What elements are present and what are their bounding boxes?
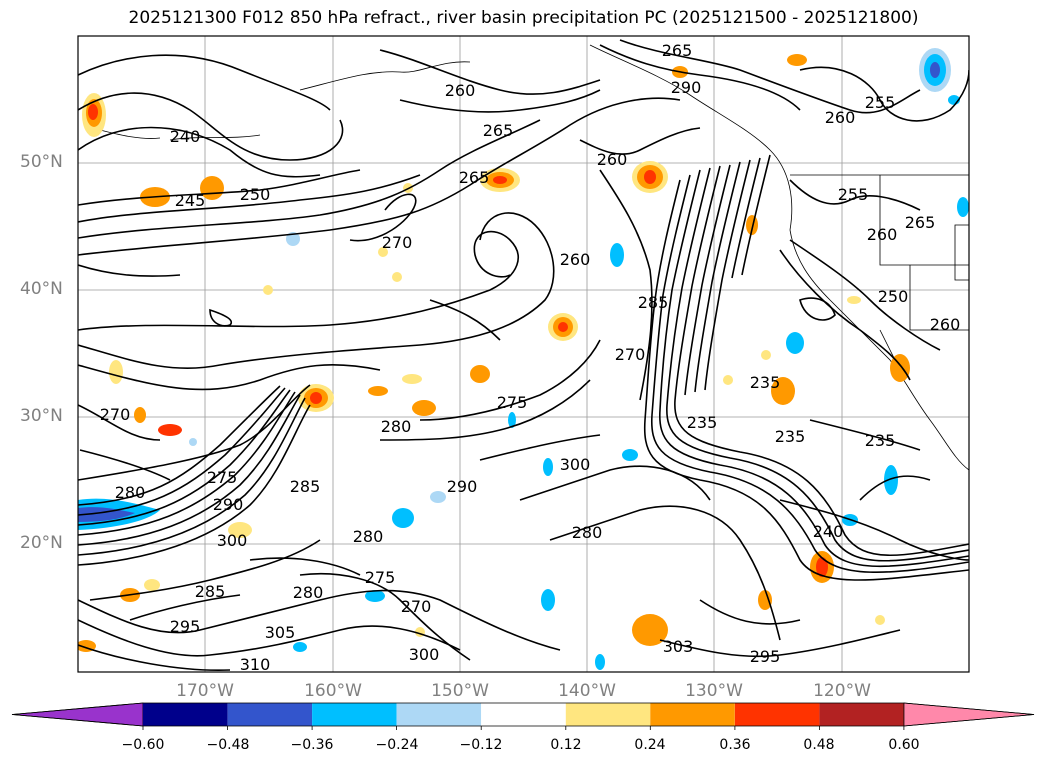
contour-label: 270 (382, 233, 413, 252)
contour-label: 280 (572, 523, 603, 542)
contour-label: 300 (409, 645, 440, 664)
contour-label: 260 (560, 250, 591, 269)
lat-label-40n: 40°N (20, 279, 63, 299)
contour-label: 270 (401, 597, 432, 616)
colorbar-bin (312, 703, 397, 726)
colorbar-extend-low (11, 702, 144, 727)
lat-label-30n: 30°N (20, 406, 63, 426)
colorbar-tick: −0.12 (459, 737, 503, 753)
lon-label-130w: 130°W (685, 681, 743, 701)
colorbar-tick: −0.36 (290, 737, 334, 753)
contour-label: 255 (838, 185, 869, 204)
contour-label: 245 (175, 191, 206, 210)
contour-label: 260 (867, 225, 898, 244)
contour-label: 295 (170, 617, 201, 636)
contour-label: 265 (905, 213, 936, 232)
graticule (78, 36, 969, 672)
contour-label: 280 (353, 527, 384, 546)
contour-label: 275 (365, 568, 396, 587)
colorbar-bin (227, 703, 313, 726)
contour-label: 310 (240, 655, 271, 674)
colorbar-bin (143, 703, 228, 726)
contour-label: 285 (638, 293, 669, 312)
colorbar-bin (650, 703, 735, 726)
colorbar-bin (819, 703, 904, 726)
contour-label: 250 (878, 287, 909, 306)
contour-label: 235 (750, 373, 781, 392)
lon-label-160w: 160°W (304, 681, 362, 701)
contour-label: 235 (775, 427, 806, 446)
contour-label: 285 (195, 582, 226, 601)
contour-label: 290 (671, 78, 702, 97)
colorbar-tick: −0.24 (375, 737, 419, 753)
contour-label: 300 (560, 455, 591, 474)
lat-label-20n: 20°N (20, 533, 63, 553)
colorbar-bin (734, 703, 820, 726)
colorbar-extend-high (903, 702, 1035, 727)
contour-label: 300 (217, 531, 248, 550)
contour-label: 280 (115, 483, 146, 502)
contour-label: 275 (207, 468, 238, 487)
colorbar-tick: 0.60 (888, 737, 920, 753)
contour-label: 240 (170, 127, 201, 146)
map-title: 2025121300 F012 850 hPa refract., river … (128, 8, 919, 28)
lon-label-150w: 150°W (431, 681, 489, 701)
contour-label: 260 (930, 315, 961, 334)
contour-label: 260 (445, 81, 476, 100)
lon-label-170w: 170°W (176, 681, 234, 701)
lat-label-50n: 50°N (20, 152, 63, 172)
colorbar-tick: −0.60 (121, 737, 165, 753)
colorbar-bin (396, 703, 482, 726)
contour-label: 255 (865, 93, 896, 112)
contour-label: 260 (597, 150, 628, 169)
contour-label: 250 (240, 185, 271, 204)
colorbar-tick: 0.24 (634, 737, 666, 753)
colorbar-tick: 0.36 (719, 737, 751, 753)
colorbar-bin (565, 703, 651, 726)
colorbar-tick: 0.12 (550, 737, 582, 753)
contour-label: 265 (662, 41, 693, 60)
colorbar-tick: 0.48 (803, 737, 835, 753)
contour-label: 305 (265, 623, 296, 642)
contour-label: 260 (825, 108, 856, 127)
contour-label: 265 (483, 121, 514, 140)
colorbar-bin (481, 703, 566, 726)
contour-label: 270 (615, 345, 646, 364)
contour-label: 240 (813, 522, 844, 541)
coastline (99, 44, 969, 471)
contour-label: 303 (663, 637, 694, 656)
colorbar-tick: −0.48 (206, 737, 250, 753)
contour-label: 235 (687, 413, 718, 432)
contour-label: 235 (865, 431, 896, 450)
contour-label: 290 (447, 477, 478, 496)
plot-border (77, 35, 970, 673)
colorbar (11, 702, 1035, 730)
contour-label: 280 (381, 417, 412, 436)
contour-label: 290 (213, 495, 244, 514)
contour-label: 295 (750, 647, 781, 666)
lon-label-140w: 140°W (558, 681, 616, 701)
contour-label: 265 (459, 168, 490, 187)
refractivity-contours (78, 39, 969, 672)
contour-label: 270 (100, 405, 131, 424)
contour-label: 285 (290, 477, 321, 496)
lon-label-120w: 120°W (813, 681, 871, 701)
contour-labels: 265 260 265 255 260 270 240 245 250 265 … (100, 41, 961, 674)
contour-label: 275 (497, 393, 528, 412)
contour-label: 280 (293, 583, 324, 602)
